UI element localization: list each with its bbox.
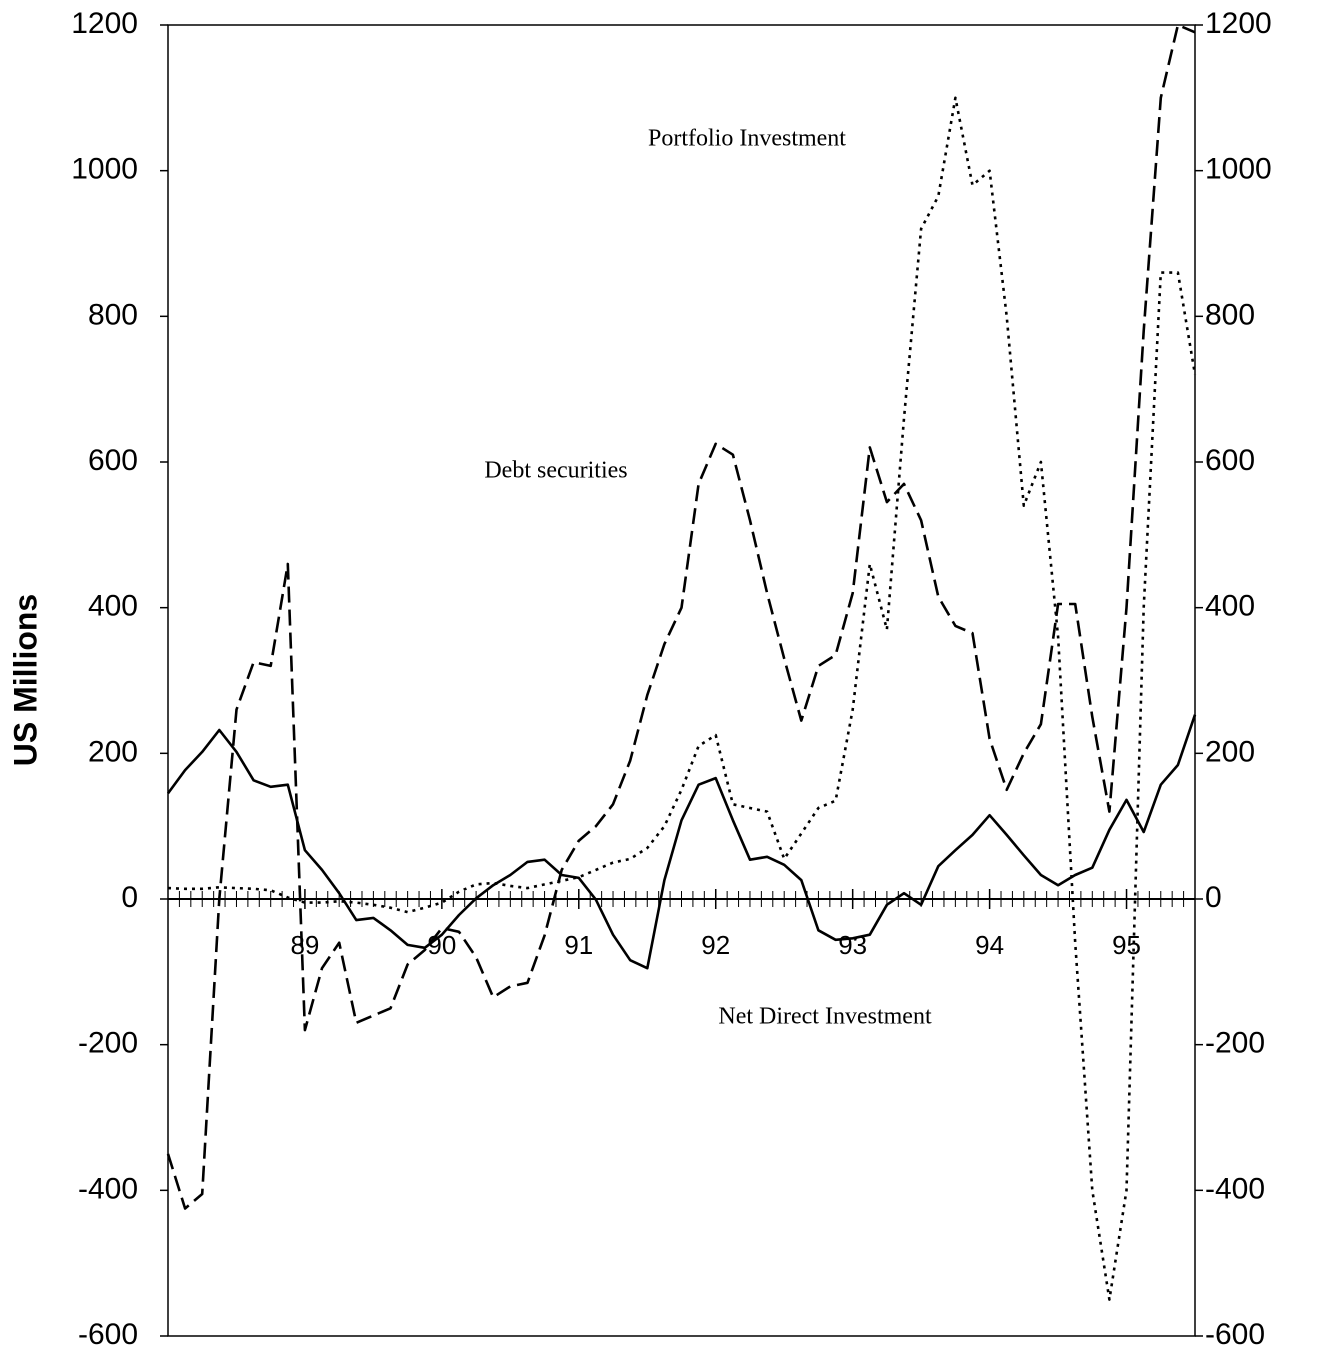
y-tick-label: 200 bbox=[88, 735, 138, 768]
y-tick-label: 1200 bbox=[71, 7, 138, 40]
annotation: Portfolio Investment bbox=[648, 126, 846, 152]
y-tick-label: 0 bbox=[121, 881, 138, 914]
y-tick-label: -600 bbox=[78, 1318, 138, 1351]
x-tick-label: 91 bbox=[564, 930, 593, 960]
x-tick-label: 94 bbox=[975, 930, 1004, 960]
y2-tick-label: -600 bbox=[1205, 1318, 1265, 1351]
y-tick-label: 600 bbox=[88, 444, 138, 477]
plot-frame bbox=[167, 24, 1196, 1337]
y2-tick-label: -400 bbox=[1205, 1172, 1265, 1205]
y-tick-label: -200 bbox=[78, 1027, 138, 1060]
y-tick-label: 400 bbox=[88, 590, 138, 623]
y2-tick-label: 200 bbox=[1205, 735, 1255, 768]
y2-tick-label: 600 bbox=[1205, 444, 1255, 477]
y2-tick-label: 1200 bbox=[1205, 7, 1272, 40]
y-tick-label: 1000 bbox=[71, 153, 138, 186]
y2-tick-label: 1000 bbox=[1205, 153, 1272, 186]
x-tick-label: 89 bbox=[290, 930, 319, 960]
series-line bbox=[167, 96, 1197, 1301]
x-tick-label: 95 bbox=[1112, 930, 1141, 960]
y2-tick-label: -200 bbox=[1205, 1027, 1265, 1060]
series-line bbox=[166, 23, 1196, 1210]
y2-tick-label: 800 bbox=[1205, 298, 1255, 331]
annotation: Net Direct Investment bbox=[718, 1004, 932, 1030]
y-axis-label: US Millions bbox=[7, 594, 43, 766]
y2-tick-label: 400 bbox=[1205, 590, 1255, 623]
annotation: Debt securities bbox=[484, 458, 627, 484]
y2-tick-label: 0 bbox=[1205, 881, 1222, 914]
x-tick-label: 92 bbox=[701, 930, 730, 960]
x-tick-label: 93 bbox=[838, 930, 867, 960]
y-tick-label: -400 bbox=[78, 1172, 138, 1205]
y-tick-label: 800 bbox=[88, 298, 138, 331]
series-line bbox=[166, 714, 1197, 970]
